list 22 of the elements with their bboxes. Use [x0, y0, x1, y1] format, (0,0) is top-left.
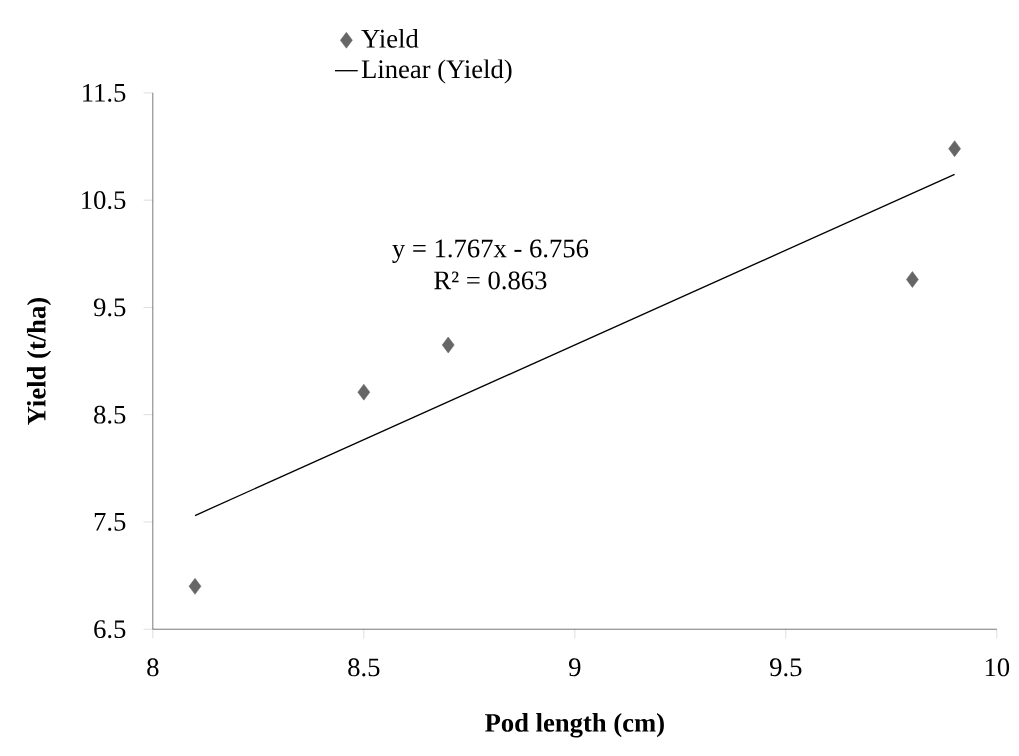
y-tick-label: 10.5 — [82, 191, 126, 210]
y-axis-title: Yield (t/ha) — [26, 297, 52, 425]
x-tick-label: 9 — [569, 658, 581, 677]
y-tick-label: 7.5 — [94, 513, 126, 531]
annotation: R² = 0.863 — [434, 271, 547, 290]
y-tick-label: 6.5 — [94, 620, 126, 639]
legend-label: Linear (Yield) — [361, 59, 512, 84]
point — [906, 271, 919, 288]
y-tick-label: 11.5 — [83, 83, 126, 102]
x-axis-title: Pod length (cm) — [485, 713, 664, 738]
x-tick-label: 8 — [147, 658, 159, 677]
x-tick-label: 9.5 — [770, 658, 802, 677]
point — [188, 578, 202, 595]
x-tick-label: 10 — [985, 658, 1010, 677]
y-tick-label: 8.5 — [94, 405, 126, 424]
x-tick-label: 8.5 — [348, 658, 380, 677]
y-tick-label: 9.5 — [93, 298, 126, 317]
point — [948, 140, 961, 157]
legend-label: Yield — [361, 28, 419, 48]
annotation: y = 1.767x - 6.756 — [392, 239, 589, 263]
point — [441, 336, 455, 354]
point — [357, 383, 371, 401]
